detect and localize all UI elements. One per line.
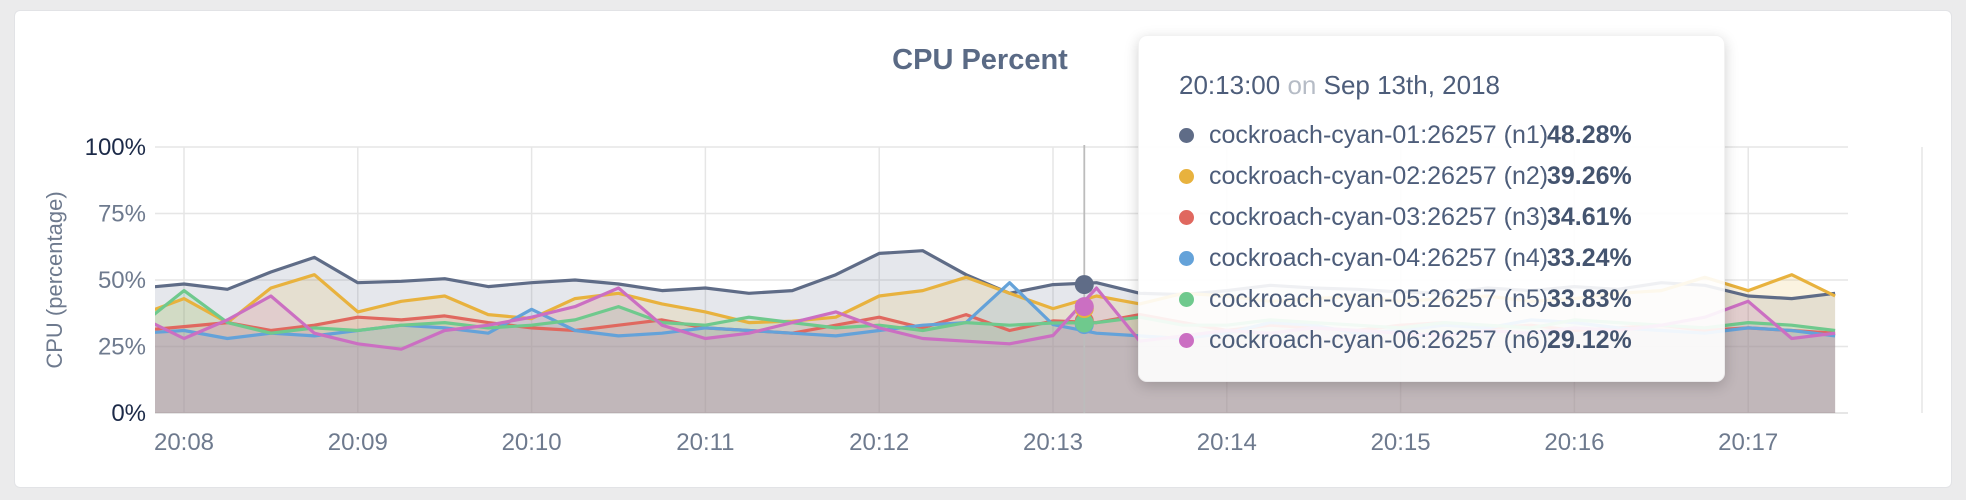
series-value: 48.28%	[1547, 121, 1632, 149]
series-label: cockroach-cyan-02:26257 (n2)	[1209, 162, 1549, 190]
tooltip-series-row: cockroach-cyan-04:26257 (n4) 33.24%	[1179, 238, 1686, 279]
series-label: cockroach-cyan-04:26257 (n4)	[1209, 244, 1549, 272]
tooltip-conjunction: on	[1287, 70, 1317, 100]
tooltip-time: 20:13:00	[1179, 70, 1281, 100]
x-tick-label: 20:11	[676, 429, 734, 456]
x-tick-label: 20:15	[1371, 429, 1431, 456]
tooltip-series-row: cockroach-cyan-01:26257 (n1) 48.28%	[1179, 115, 1686, 156]
series-label: cockroach-cyan-03:26257 (n3)	[1209, 203, 1549, 231]
series-color-dot-icon	[1179, 210, 1194, 225]
x-tick-label: 20:08	[154, 429, 214, 456]
series-color-dot-icon	[1179, 128, 1194, 143]
x-tick-label: 20:16	[1544, 429, 1604, 456]
x-tick-label: 20:09	[328, 429, 388, 456]
series-value: 33.24%	[1547, 244, 1632, 272]
hover-dot-n5	[1074, 313, 1094, 333]
y-axis-title: CPU (percentage)	[42, 191, 67, 368]
tooltip-date: Sep 13th, 2018	[1323, 70, 1500, 100]
x-tick-label: 20:17	[1718, 429, 1778, 456]
hover-dot-n1	[1074, 275, 1094, 295]
series-label: cockroach-cyan-06:26257 (n6)	[1209, 326, 1549, 354]
hover-tooltip: 20:13:00 on Sep 13th, 2018 cockroach-cya…	[1138, 35, 1725, 382]
y-tick-label: 25%	[98, 334, 146, 361]
x-tick-label: 20:12	[849, 429, 909, 456]
x-tick-label: 20:10	[502, 429, 562, 456]
series-color-dot-icon	[1179, 333, 1194, 348]
y-tick-label: 50%	[98, 267, 146, 294]
series-label: cockroach-cyan-01:26257 (n1)	[1209, 121, 1549, 149]
x-tick-label: 20:14	[1197, 429, 1257, 456]
chart-title: CPU Percent	[892, 44, 1068, 76]
y-tick-label: 0%	[111, 400, 146, 427]
y-tick-label: 100%	[85, 134, 146, 161]
series-label: cockroach-cyan-05:26257 (n5)	[1209, 285, 1549, 313]
tooltip-series-row: cockroach-cyan-06:26257 (n6) 29.12%	[1179, 320, 1686, 361]
series-color-dot-icon	[1179, 169, 1194, 184]
series-value: 39.26%	[1547, 162, 1632, 190]
y-tick-label: 75%	[98, 201, 146, 228]
x-tick-label: 20:13	[1023, 429, 1083, 456]
tooltip-series-row: cockroach-cyan-02:26257 (n2) 39.26%	[1179, 156, 1686, 197]
series-value: 33.83%	[1547, 285, 1632, 313]
hover-dot-n6	[1074, 297, 1094, 317]
tooltip-series-row: cockroach-cyan-05:26257 (n5) 33.83%	[1179, 279, 1686, 320]
series-value: 34.61%	[1547, 203, 1632, 231]
tooltip-series-row: cockroach-cyan-03:26257 (n3) 34.61%	[1179, 197, 1686, 238]
series-color-dot-icon	[1179, 292, 1194, 307]
tooltip-header: 20:13:00 on Sep 13th, 2018	[1179, 70, 1686, 101]
series-color-dot-icon	[1179, 251, 1194, 266]
series-value: 29.12%	[1547, 326, 1632, 354]
